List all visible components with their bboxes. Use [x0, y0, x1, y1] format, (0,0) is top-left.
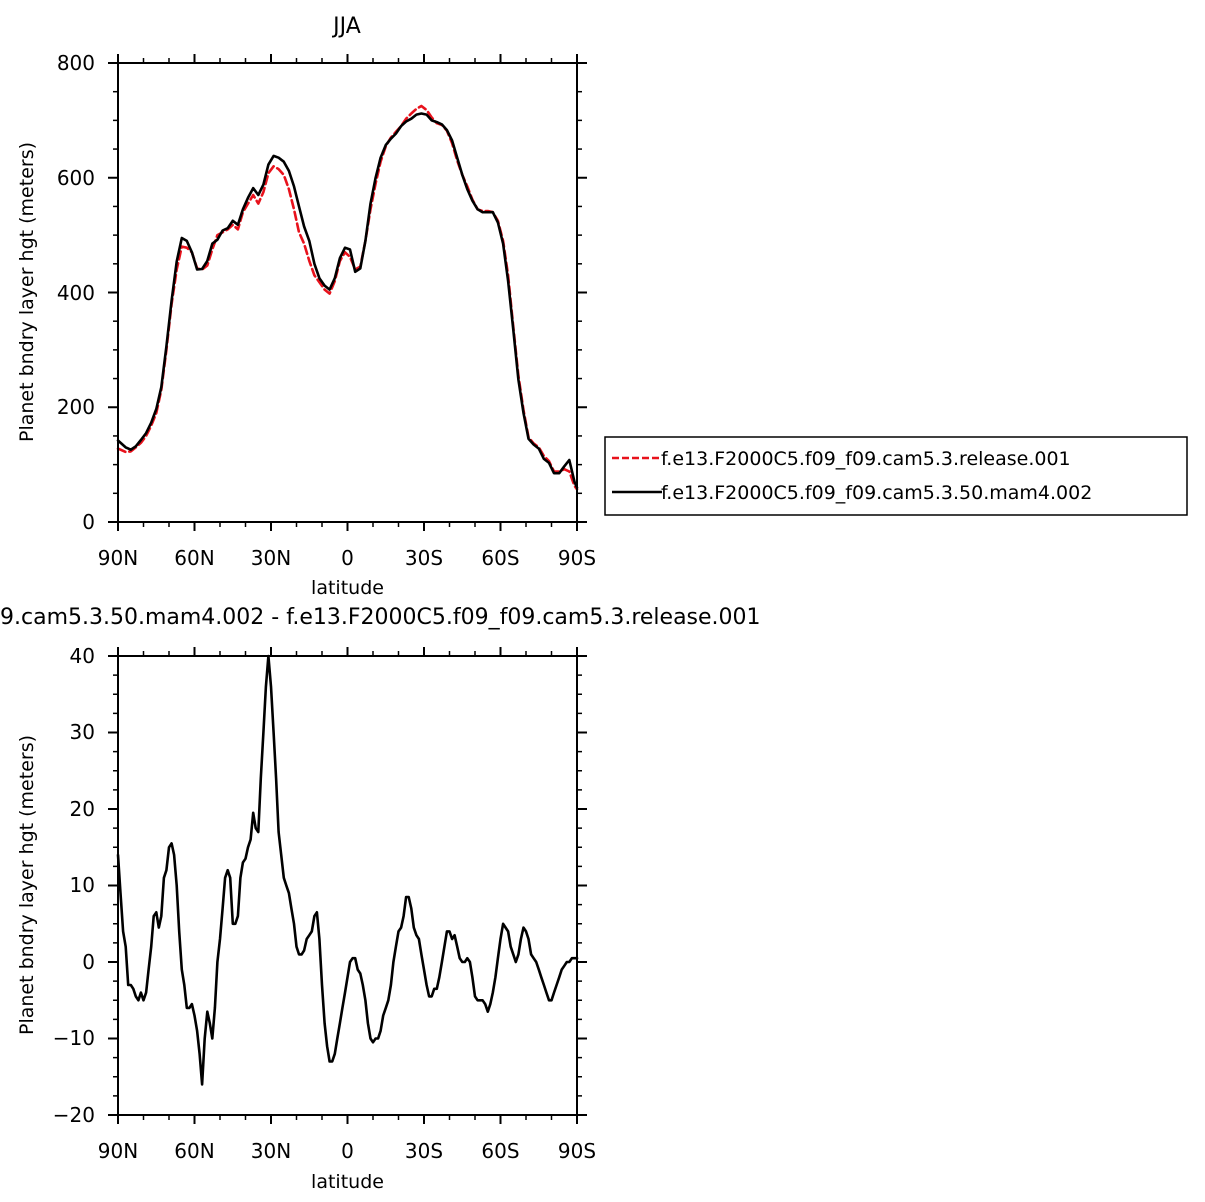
bottom-x-tick-label: 30S: [405, 1139, 443, 1163]
top-legend: f.e13.F2000C5.f09_f09.cam5.3.release.001…: [604, 436, 1188, 516]
bottom-chart: 9.cam5.3.50.mam4.002 - f.e13.F2000C5.f09…: [0, 605, 761, 1193]
bottom-plot-frame: [117, 655, 578, 1116]
top-x-axis-label: latitude: [311, 577, 384, 599]
bottom-minor-ticks: [108, 647, 587, 1124]
top-y-tick-label: 400: [57, 281, 95, 305]
bottom-series-line-difference: [116, 654, 579, 1086]
bottom-y-axis-label: Planet bndry layer hgt (meters): [16, 735, 38, 1035]
bottom-x-tick-label: 30N: [251, 1139, 291, 1163]
top-x-tick-label: 90S: [558, 546, 596, 570]
top-plot-frame: [117, 62, 578, 523]
top-x-tick-label: 60S: [481, 546, 519, 570]
bottom-x-tick-label: 90N: [98, 1139, 138, 1163]
bottom-x-tick-label: 0: [341, 1139, 354, 1163]
bottom-series-group: [116, 654, 579, 1086]
bottom-y-tick-label: −10: [53, 1026, 95, 1050]
top-y-tick-label: 200: [57, 395, 95, 419]
top-series-group: [116, 104, 579, 491]
bottom-y-tick-label: 40: [70, 644, 95, 668]
top-x-tick-label: 60N: [174, 546, 214, 570]
bottom-y-tick-label: 30: [70, 720, 95, 744]
bottom-y-tick-label: −20: [53, 1103, 95, 1127]
top-chart: JJA 800 600 400 200 0 90N 60N 30N 0 30S …: [16, 14, 1188, 599]
bottom-x-axis-label: latitude: [311, 1171, 384, 1193]
legend-label-release: f.e13.F2000C5.f09_f09.cam5.3.release.001: [661, 448, 1071, 470]
top-minor-ticks: [108, 54, 587, 531]
top-x-tick-label: 30N: [251, 546, 291, 570]
bottom-x-tick-label: 60N: [174, 1139, 214, 1163]
bottom-x-tick-label: 90S: [558, 1139, 596, 1163]
bottom-y-tick-label: 0: [82, 950, 95, 974]
top-x-tick-label: 0: [341, 546, 354, 570]
top-y-tick-label: 600: [57, 166, 95, 190]
top-chart-title: JJA: [331, 14, 361, 39]
top-y-axis-label: Planet bndry layer hgt (meters): [16, 142, 38, 442]
top-series-line-release: [116, 104, 579, 491]
top-series-line-mam4: [116, 112, 579, 489]
bottom-y-tick-label: 10: [70, 873, 95, 897]
top-x-tick-label: 90N: [98, 546, 138, 570]
legend-box: [604, 436, 1188, 516]
top-x-tick-label: 30S: [405, 546, 443, 570]
legend-label-mam4: f.e13.F2000C5.f09_f09.cam5.3.50.mam4.002: [661, 482, 1092, 504]
bottom-x-tick-label: 60S: [481, 1139, 519, 1163]
top-y-tick-label: 800: [57, 51, 95, 75]
bottom-chart-title: 9.cam5.3.50.mam4.002 - f.e13.F2000C5.f09…: [0, 605, 761, 630]
bottom-y-tick-label: 20: [70, 797, 95, 821]
top-y-tick-label: 0: [82, 510, 95, 534]
